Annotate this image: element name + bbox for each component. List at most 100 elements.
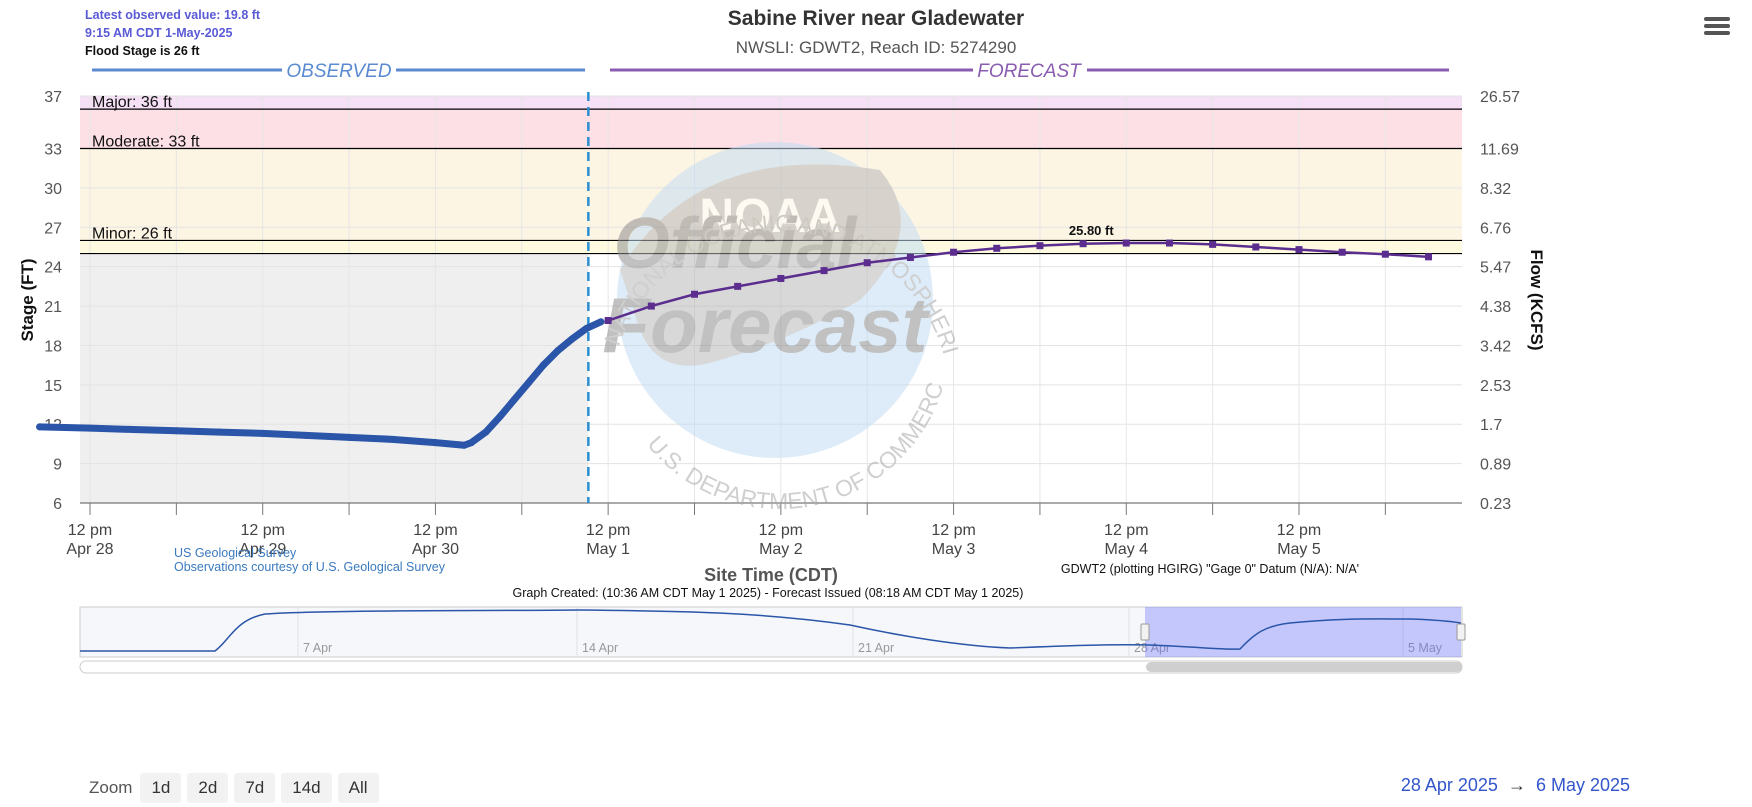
observed-point bbox=[568, 335, 576, 343]
plot-area: 37 26.57 33 11.69 30 8.32 27 6.76 24 5.47 21 4.38 18… bbox=[0, 0, 1546, 600]
forecast-point bbox=[993, 244, 1001, 252]
range-from[interactable]: 28 Apr 2025 bbox=[1400, 775, 1498, 795]
observed-point bbox=[431, 439, 439, 447]
y-tick-label-right: 5.47 bbox=[1480, 260, 1511, 277]
y-tick-label-right: 3.42 bbox=[1480, 338, 1511, 355]
menu-bar bbox=[1704, 31, 1730, 35]
x-tick-label-date: May 5 bbox=[1277, 541, 1321, 558]
flood-stage-note: Flood Stage is 26 ft bbox=[85, 44, 200, 58]
forecast-point bbox=[950, 248, 958, 256]
forecast-point bbox=[691, 290, 698, 298]
latest-observed-value: Latest observed value: 19.8 ft bbox=[85, 8, 261, 22]
y-tick-label-right: 8.32 bbox=[1480, 181, 1511, 198]
latest-observed-time: 9:15 AM CDT 1-May-2025 bbox=[85, 26, 233, 40]
forecast-point bbox=[906, 253, 914, 261]
observed-section-label: OBSERVED bbox=[286, 61, 392, 82]
navigator-date-label: 5 May bbox=[1408, 641, 1443, 655]
y-tick-label-right: 11.69 bbox=[1480, 142, 1519, 159]
navigator-date-label: 7 Apr bbox=[303, 641, 332, 655]
observed-point bbox=[345, 433, 353, 441]
observed-point bbox=[583, 324, 591, 332]
x-axis-title: Site Time (CDT) bbox=[704, 565, 838, 585]
y-tick-label-left: 37 bbox=[44, 89, 62, 106]
flood-threshold-label: Major: 36 ft bbox=[92, 94, 173, 111]
navigator-handle-right[interactable] bbox=[1456, 623, 1466, 641]
y-tick-label-right: 0.89 bbox=[1480, 457, 1511, 474]
zoom-all-button[interactable]: All bbox=[337, 773, 379, 803]
x-tick-label-time: 12 pm bbox=[240, 522, 284, 539]
observed-point bbox=[302, 431, 310, 439]
date-range: 28 Apr 2025 → 6 May 2025 bbox=[1401, 775, 1630, 796]
flood-band bbox=[80, 96, 1462, 110]
chart-subtitle: NWSLI: GDWT2, Reach ID: 5274290 bbox=[735, 38, 1017, 57]
navigator-scrollbar-thumb[interactable] bbox=[1146, 662, 1462, 672]
navigator-date-label: 21 Apr bbox=[858, 641, 894, 655]
y-tick-label-left: 24 bbox=[44, 260, 62, 277]
watermark-logo: NOAA bbox=[699, 190, 840, 243]
hamburger-menu-icon[interactable] bbox=[1700, 14, 1734, 44]
x-tick-label-time: 12 pm bbox=[759, 522, 803, 539]
observed-point bbox=[525, 378, 533, 386]
y-tick-label-left: 15 bbox=[44, 378, 62, 395]
y-tick-label-left: 21 bbox=[44, 299, 62, 316]
forecast-point bbox=[1209, 240, 1217, 248]
observed-point bbox=[259, 429, 267, 437]
y-tick-label-left: 33 bbox=[44, 142, 62, 159]
zoom-2d-button[interactable]: 2d bbox=[187, 773, 229, 803]
observed-point bbox=[388, 435, 396, 443]
observed-point bbox=[36, 423, 44, 431]
zoom-7d-button[interactable]: 7d bbox=[234, 773, 276, 803]
x-tick-label-date: Apr 29 bbox=[239, 541, 286, 558]
watermark-bird bbox=[620, 164, 901, 366]
forecast-point bbox=[647, 302, 655, 310]
forecast-point bbox=[1425, 253, 1433, 261]
y-tick-label-right: 2.53 bbox=[1480, 378, 1511, 395]
y-tick-label-right: 0.23 bbox=[1480, 496, 1511, 513]
y-axis-title-right: Flow (KCFS) bbox=[1527, 249, 1546, 350]
usgs-credit: US Geological Survey bbox=[174, 546, 297, 560]
y-tick-label-left: 9 bbox=[53, 457, 62, 474]
x-tick-label-date: Apr 30 bbox=[412, 541, 459, 558]
forecast-point bbox=[1338, 248, 1346, 256]
y-tick-label-left: 18 bbox=[44, 338, 62, 355]
forecast-point bbox=[1252, 243, 1260, 251]
forecast-peak-label: 25.80 ft bbox=[1069, 223, 1114, 238]
forecast-series-line bbox=[607, 241, 1429, 322]
zoom-1d-button[interactable]: 1d bbox=[140, 773, 182, 803]
observed-point bbox=[482, 428, 490, 436]
x-tick-label-time: 12 pm bbox=[413, 522, 457, 539]
navigator-date-label: 14 Apr bbox=[582, 641, 618, 655]
navigator-handle-left[interactable] bbox=[1140, 623, 1150, 641]
flood-threshold-label: Moderate: 33 ft bbox=[92, 134, 200, 151]
y-tick-label-right: 4.38 bbox=[1480, 299, 1511, 316]
graph-created-note: Graph Created: (10:36 AM CDT May 1 2025)… bbox=[513, 586, 1024, 600]
forecast-point bbox=[604, 317, 612, 325]
y-tick-label-right: 6.76 bbox=[1480, 220, 1511, 237]
menu-bar bbox=[1704, 17, 1730, 21]
observed-point bbox=[539, 361, 547, 369]
observed-point bbox=[496, 412, 504, 420]
observed-point bbox=[554, 347, 562, 355]
forecast-section-label: FORECAST bbox=[977, 61, 1082, 82]
forecast-point bbox=[863, 259, 871, 267]
observed-point bbox=[216, 428, 224, 436]
forecast-point bbox=[777, 274, 785, 282]
x-tick-label-time: 12 pm bbox=[1104, 522, 1148, 539]
flood-threshold-label: Minor: 26 ft bbox=[92, 225, 173, 242]
forecast-point bbox=[734, 282, 742, 290]
range-to[interactable]: 6 May 2025 bbox=[1535, 775, 1630, 795]
observed-point bbox=[597, 318, 605, 326]
x-tick-label-time: 12 pm bbox=[1277, 522, 1321, 539]
zoom-controls: Zoom 1d 2d 7d 14d All bbox=[89, 773, 385, 803]
y-tick-label-left: 30 bbox=[44, 181, 62, 198]
x-tick-label-date: Apr 28 bbox=[66, 541, 113, 558]
y-tick-label-right: 1.7 bbox=[1480, 417, 1502, 434]
zoom-14d-button[interactable]: 14d bbox=[281, 773, 332, 803]
navigator-selection bbox=[1145, 607, 1461, 657]
forecast-point bbox=[1036, 242, 1044, 250]
y-axis-title-left: Stage (FT) bbox=[18, 258, 37, 341]
menu-bar bbox=[1704, 24, 1730, 28]
latest-observation-info: Latest observed value: 19.8 ft 9:15 AM C… bbox=[85, 6, 260, 60]
watermark-forecast: Forecast bbox=[602, 281, 930, 369]
datum-note: GDWT2 (plotting HGIRG) "Gage 0" Datum (N… bbox=[1061, 562, 1359, 576]
